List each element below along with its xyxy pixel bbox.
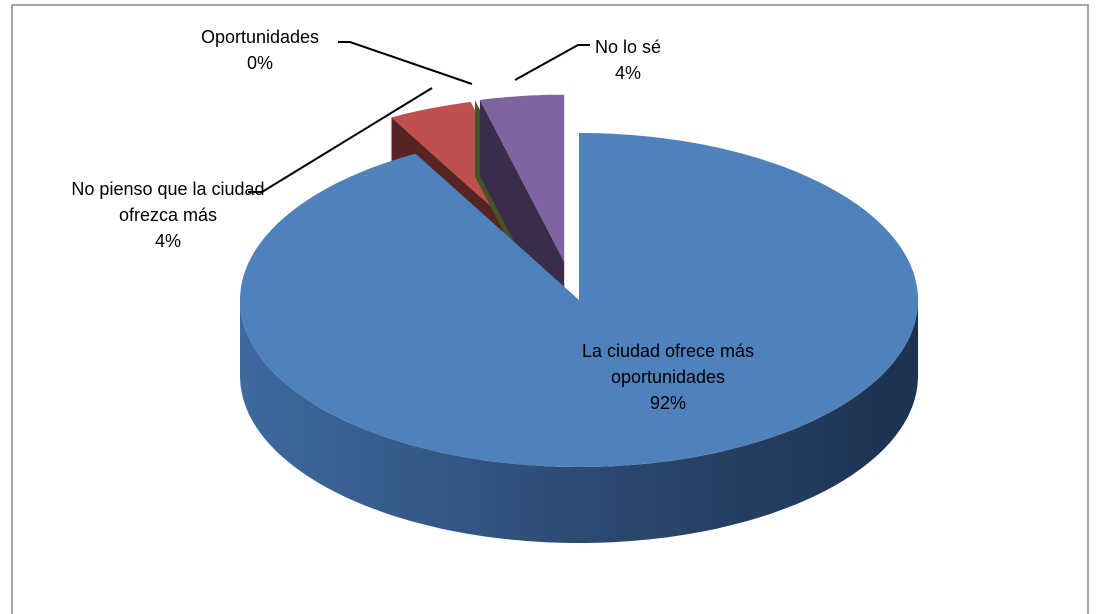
slice-side bbox=[240, 300, 918, 543]
category-label: No lo sé bbox=[594, 37, 662, 57]
category-label: Oportunidades bbox=[200, 27, 320, 47]
leader-line bbox=[338, 41, 473, 85]
pie bbox=[240, 94, 918, 543]
slice bbox=[240, 133, 918, 543]
slice-top bbox=[479, 94, 565, 262]
frame bbox=[11, 4, 1089, 614]
slice-label: La ciudad ofrece más oportunidades 92% bbox=[558, 338, 778, 416]
slice-label: Oportunidades 0% bbox=[160, 24, 360, 76]
value-label: 0% bbox=[246, 53, 273, 73]
leader-lines bbox=[248, 41, 590, 193]
leader-line bbox=[514, 44, 590, 81]
value-label: 92% bbox=[649, 393, 687, 413]
category-label: No pienso que la ciudad ofrezca más bbox=[71, 179, 265, 225]
category-label: La ciudad ofrece más oportunidades bbox=[581, 341, 755, 387]
slice-top bbox=[240, 133, 918, 467]
value-label: 4% bbox=[154, 231, 181, 251]
leader-line bbox=[248, 87, 433, 193]
slice-label: No pienso que la ciudad ofrezca más 4% bbox=[68, 176, 268, 254]
slice-label: No lo sé 4% bbox=[568, 34, 688, 86]
value-label: 4% bbox=[614, 63, 641, 83]
